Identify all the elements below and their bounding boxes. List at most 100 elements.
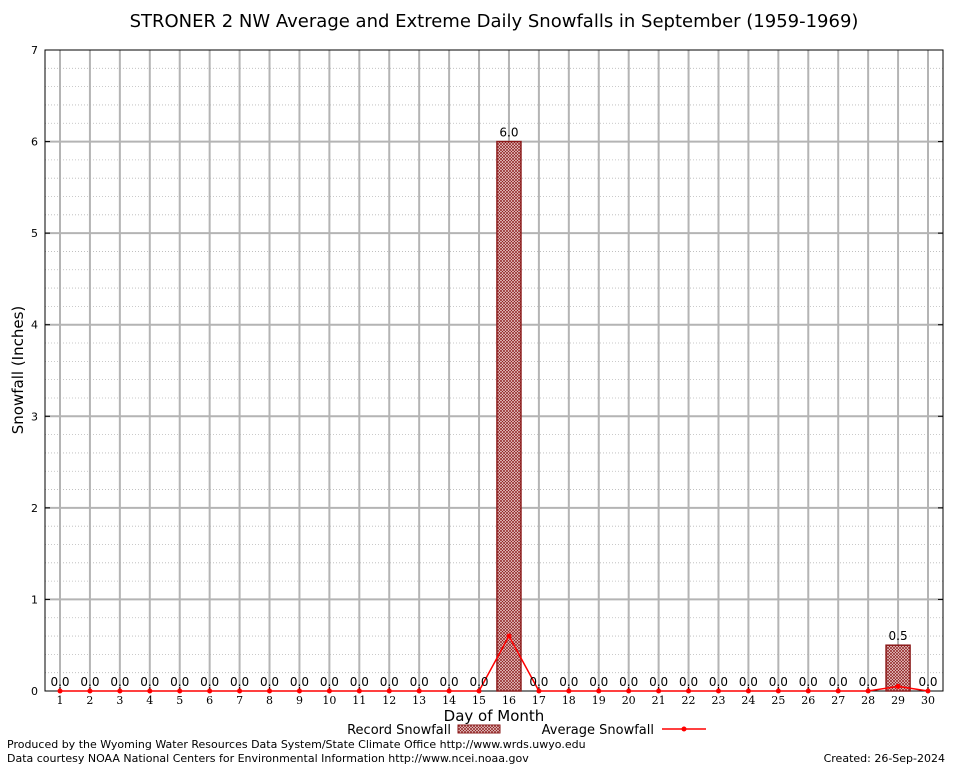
average-point — [686, 688, 692, 694]
bar-value-label: 0.0 — [410, 675, 429, 689]
average-point — [87, 688, 93, 694]
bar-value-label: 6.0 — [499, 126, 518, 140]
grid — [45, 50, 943, 691]
average-point — [326, 688, 332, 694]
x-tick-label: 7 — [236, 694, 243, 707]
x-tick-label: 14 — [442, 694, 456, 707]
x-tick-label: 11 — [352, 694, 366, 707]
x-tick-label: 9 — [296, 694, 303, 707]
bar-value-label: 0.0 — [440, 675, 459, 689]
x-axis-ticks: 1 2 3 4 5 6 7 8 9 10 11 12 13 14 15 16 17 18 19 20 21 22 23 24 2… — [57, 687, 935, 707]
average-point — [656, 688, 662, 694]
x-axis-label: Day of Month — [444, 707, 545, 725]
x-tick-label: 12 — [382, 694, 396, 707]
x-tick-label: 16 — [502, 694, 516, 707]
x-tick-label: 3 — [116, 694, 123, 707]
bar-value-label: 0.0 — [380, 675, 399, 689]
average-point — [775, 688, 781, 694]
average-point — [506, 633, 512, 639]
x-tick-label: 13 — [412, 694, 426, 707]
bar-value-label: 0.0 — [859, 675, 878, 689]
x-tick-label: 23 — [711, 694, 725, 707]
legend-average-marker — [681, 726, 687, 732]
average-point — [177, 688, 183, 694]
x-tick-label: 15 — [472, 694, 486, 707]
bar-value-label: 0.5 — [889, 629, 908, 643]
average-point — [835, 688, 841, 694]
x-tick-label: 19 — [592, 694, 606, 707]
x-tick-label: 6 — [206, 694, 213, 707]
average-point — [117, 688, 123, 694]
x-tick-label: 26 — [801, 694, 815, 707]
average-point — [356, 688, 362, 694]
bar-value-label: 0.0 — [529, 675, 548, 689]
x-tick-label: 22 — [682, 694, 696, 707]
x-tick-label: 2 — [86, 694, 93, 707]
footer-created: Created: 26-Sep-2024 — [824, 752, 945, 765]
average-point — [805, 688, 811, 694]
bar-value-label: 0.0 — [918, 675, 937, 689]
y-tick-label: 3 — [31, 410, 38, 423]
legend-average-label: Average Snowfall — [542, 723, 654, 738]
bar-value-label: 0.0 — [290, 675, 309, 689]
bar-value-label: 0.0 — [170, 675, 189, 689]
average-point — [296, 688, 302, 694]
bar-value-label: 0.0 — [320, 675, 339, 689]
average-point — [626, 688, 632, 694]
x-tick-label: 24 — [741, 694, 755, 707]
y-tick-label: 2 — [31, 502, 38, 515]
bar-value-label: 0.0 — [260, 675, 279, 689]
x-tick-label: 17 — [532, 694, 546, 707]
legend-record-swatch — [457, 724, 501, 734]
bar-value-label: 0.0 — [739, 675, 758, 689]
x-tick-label: 30 — [921, 694, 935, 707]
average-point — [416, 688, 422, 694]
record-bar — [496, 140, 522, 692]
bar-value-label: 0.0 — [140, 675, 159, 689]
x-tick-label: 28 — [861, 694, 875, 707]
x-tick-label: 18 — [562, 694, 576, 707]
y-tick-label: 1 — [31, 593, 38, 606]
bar-value-label: 0.0 — [769, 675, 788, 689]
x-tick-label: 1 — [57, 694, 64, 707]
average-point — [596, 688, 602, 694]
x-tick-label: 5 — [176, 694, 183, 707]
x-tick-label: 29 — [891, 694, 905, 707]
y-tick-label: 5 — [31, 227, 38, 240]
average-point — [147, 688, 153, 694]
plot-frame — [44, 49, 944, 692]
legend: Record Snowfall Average Snowfall — [347, 723, 706, 738]
bar-value-label: 0.0 — [589, 675, 608, 689]
y-tick-label: 0 — [31, 685, 38, 698]
bar-value-label: 0.0 — [619, 675, 638, 689]
average-point — [715, 688, 721, 694]
footer-produced-by: Produced by the Wyoming Water Resources … — [7, 738, 586, 751]
average-point — [476, 688, 482, 694]
x-tick-label: 27 — [831, 694, 845, 707]
average-point — [865, 688, 871, 694]
average-point — [386, 688, 392, 694]
x-tick-label: 21 — [652, 694, 666, 707]
chart-title: STRONER 2 NW Average and Extreme Daily S… — [130, 11, 859, 32]
average-point — [446, 688, 452, 694]
y-axis-ticks: 0 1 2 3 4 5 6 7 — [31, 44, 943, 698]
x-tick-label: 4 — [146, 694, 153, 707]
average-point — [745, 688, 751, 694]
record-bar — [885, 644, 911, 692]
average-point — [57, 688, 63, 694]
bar-value-label: 0.0 — [829, 675, 848, 689]
bar-value-label: 0.0 — [230, 675, 249, 689]
legend-record-label: Record Snowfall — [347, 723, 451, 738]
bar-value-label: 0.0 — [799, 675, 818, 689]
bar-value-label: 0.0 — [559, 675, 578, 689]
bar-value-label: 0.0 — [649, 675, 668, 689]
y-tick-label: 7 — [31, 44, 38, 57]
bar-value-label: 0.0 — [679, 675, 698, 689]
bar-value-label: 0.0 — [350, 675, 369, 689]
average-point — [895, 683, 901, 689]
bar-value-label: 0.0 — [110, 675, 129, 689]
average-point — [536, 688, 542, 694]
x-tick-label: 8 — [266, 694, 273, 707]
x-tick-label: 20 — [622, 694, 636, 707]
